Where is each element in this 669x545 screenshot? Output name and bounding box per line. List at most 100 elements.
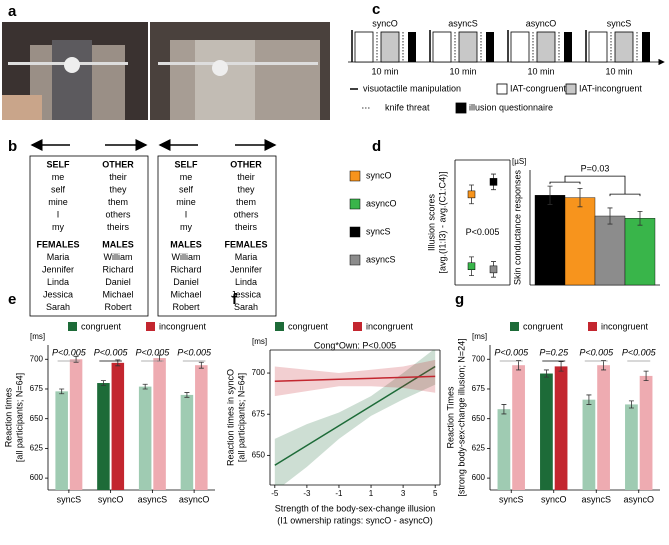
column-header: OTHER bbox=[230, 159, 262, 169]
y-tick-label: 650 bbox=[30, 414, 44, 423]
word: Michael bbox=[170, 289, 201, 299]
error-bar bbox=[601, 360, 607, 371]
x-tick-label: -3 bbox=[303, 489, 311, 498]
x-tick-label: 1 bbox=[369, 489, 374, 498]
legend-swatch bbox=[349, 170, 361, 182]
questionnaire bbox=[486, 32, 494, 62]
confidence-band bbox=[274, 350, 436, 485]
block-label: asyncS bbox=[448, 18, 478, 28]
photos bbox=[2, 22, 330, 120]
unit-label: [ms] bbox=[252, 337, 267, 346]
column-header: SELF bbox=[174, 159, 198, 169]
legend-swatch bbox=[353, 322, 362, 331]
y-tick-label: 700 bbox=[30, 354, 44, 363]
body bbox=[195, 40, 255, 120]
column-header: MALES bbox=[102, 239, 134, 249]
y-axis-label: Reaction Times bbox=[445, 386, 455, 449]
regression-line bbox=[274, 365, 436, 466]
bar bbox=[554, 366, 568, 490]
word: Maria bbox=[47, 252, 70, 262]
word: they bbox=[109, 184, 127, 194]
bar bbox=[111, 362, 125, 490]
word: my bbox=[180, 222, 192, 232]
word: mine bbox=[176, 197, 196, 207]
stick bbox=[158, 62, 318, 65]
questionnaire bbox=[642, 32, 650, 62]
legend-label: visuotactile manipulation bbox=[363, 83, 461, 93]
error-bar bbox=[543, 369, 549, 378]
legend-label: IAT-incongruent bbox=[579, 83, 642, 93]
word: Richard bbox=[102, 264, 133, 274]
error-bar bbox=[643, 370, 649, 382]
annotation: P<0.005 bbox=[52, 347, 87, 357]
x-tick-label: syncO bbox=[541, 494, 567, 504]
word: Sarah bbox=[46, 302, 70, 312]
word: Jessica bbox=[231, 289, 261, 299]
bar bbox=[594, 215, 626, 286]
panel-label: g bbox=[455, 291, 464, 308]
annotation: P=0.25 bbox=[539, 347, 569, 357]
bar bbox=[512, 365, 525, 490]
y-tick-label: 650 bbox=[252, 450, 266, 459]
word: Daniel bbox=[105, 277, 131, 287]
x-tick-label: 5 bbox=[433, 489, 438, 498]
bar bbox=[639, 375, 653, 490]
legend-swatch bbox=[275, 322, 284, 331]
error-bar bbox=[586, 394, 592, 405]
x-tick-label: -1 bbox=[335, 489, 343, 498]
column-header: MALES bbox=[170, 239, 202, 249]
panel-label: f bbox=[232, 291, 238, 308]
word: Robert bbox=[104, 302, 132, 312]
column-header: SELF bbox=[46, 159, 70, 169]
questionnaire bbox=[564, 32, 572, 62]
y-tick-label: 675 bbox=[252, 409, 266, 418]
legend-label: congruent bbox=[523, 321, 564, 331]
annotation: P<0.005 bbox=[494, 347, 529, 357]
bar bbox=[540, 373, 553, 490]
bar bbox=[180, 394, 194, 490]
regression-line bbox=[274, 375, 436, 383]
word: their bbox=[237, 172, 255, 182]
y-tick-label: 675 bbox=[472, 384, 486, 393]
x-tick-label: asyncO bbox=[623, 494, 654, 504]
error-bar bbox=[607, 207, 613, 225]
duration: 10 min bbox=[527, 66, 554, 76]
word: mine bbox=[48, 197, 68, 207]
y-tick-label: 650 bbox=[472, 414, 486, 423]
legend-swatch bbox=[565, 83, 577, 95]
bar bbox=[69, 359, 83, 490]
point bbox=[489, 265, 498, 274]
y-axis-label: Reaction times in syncO bbox=[225, 369, 235, 466]
y-tick-label: 700 bbox=[252, 368, 266, 377]
block-label: asyncO bbox=[526, 18, 557, 28]
column-header: FEMALES bbox=[36, 239, 79, 249]
word: Jennifer bbox=[230, 264, 262, 274]
y-axis-label: [avg.(I1:I3) - avg.(C1:C4)] bbox=[437, 171, 447, 273]
legend-label: incongruent bbox=[366, 321, 414, 331]
word: me bbox=[52, 172, 65, 182]
legend-swatch bbox=[349, 254, 361, 266]
annotation: P<0.005 bbox=[177, 347, 212, 357]
block-label: syncO bbox=[372, 18, 398, 28]
iat-frames bbox=[29, 139, 277, 317]
unit-label: [ms] bbox=[472, 332, 487, 341]
unit-label: [µS] bbox=[512, 157, 526, 166]
annotation: P=0.03 bbox=[581, 163, 610, 173]
legend-label: syncS bbox=[366, 226, 391, 236]
word: Robert bbox=[172, 302, 200, 312]
body bbox=[52, 40, 92, 120]
legend-label: illusion questionnaire bbox=[469, 102, 553, 112]
legend-label: asyncS bbox=[366, 254, 396, 264]
y-tick-label: 625 bbox=[472, 444, 486, 453]
annotation: Cong*Own: P<0.005 bbox=[314, 340, 396, 350]
legend-label: syncO bbox=[366, 170, 392, 180]
legend-label: IAT-congruent bbox=[510, 83, 566, 93]
bar bbox=[625, 404, 638, 490]
x-axis-label: Strength of the body-sex-change illusion bbox=[275, 503, 436, 513]
word: theirs bbox=[235, 222, 258, 232]
y-axis-label: Skin conductance responses bbox=[512, 169, 522, 285]
word: me bbox=[180, 172, 193, 182]
word: I bbox=[185, 209, 188, 219]
y-axis-label: [all participants; N=64] bbox=[236, 373, 246, 462]
error-bar bbox=[577, 188, 583, 208]
